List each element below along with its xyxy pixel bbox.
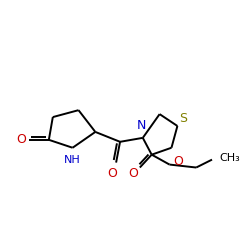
Text: O: O bbox=[16, 133, 26, 146]
Text: S: S bbox=[179, 112, 187, 124]
Text: NH: NH bbox=[64, 154, 81, 164]
Text: N: N bbox=[137, 120, 146, 132]
Text: O: O bbox=[174, 155, 183, 168]
Text: O: O bbox=[107, 167, 117, 180]
Text: O: O bbox=[128, 167, 138, 180]
Text: CH₃: CH₃ bbox=[219, 153, 240, 163]
